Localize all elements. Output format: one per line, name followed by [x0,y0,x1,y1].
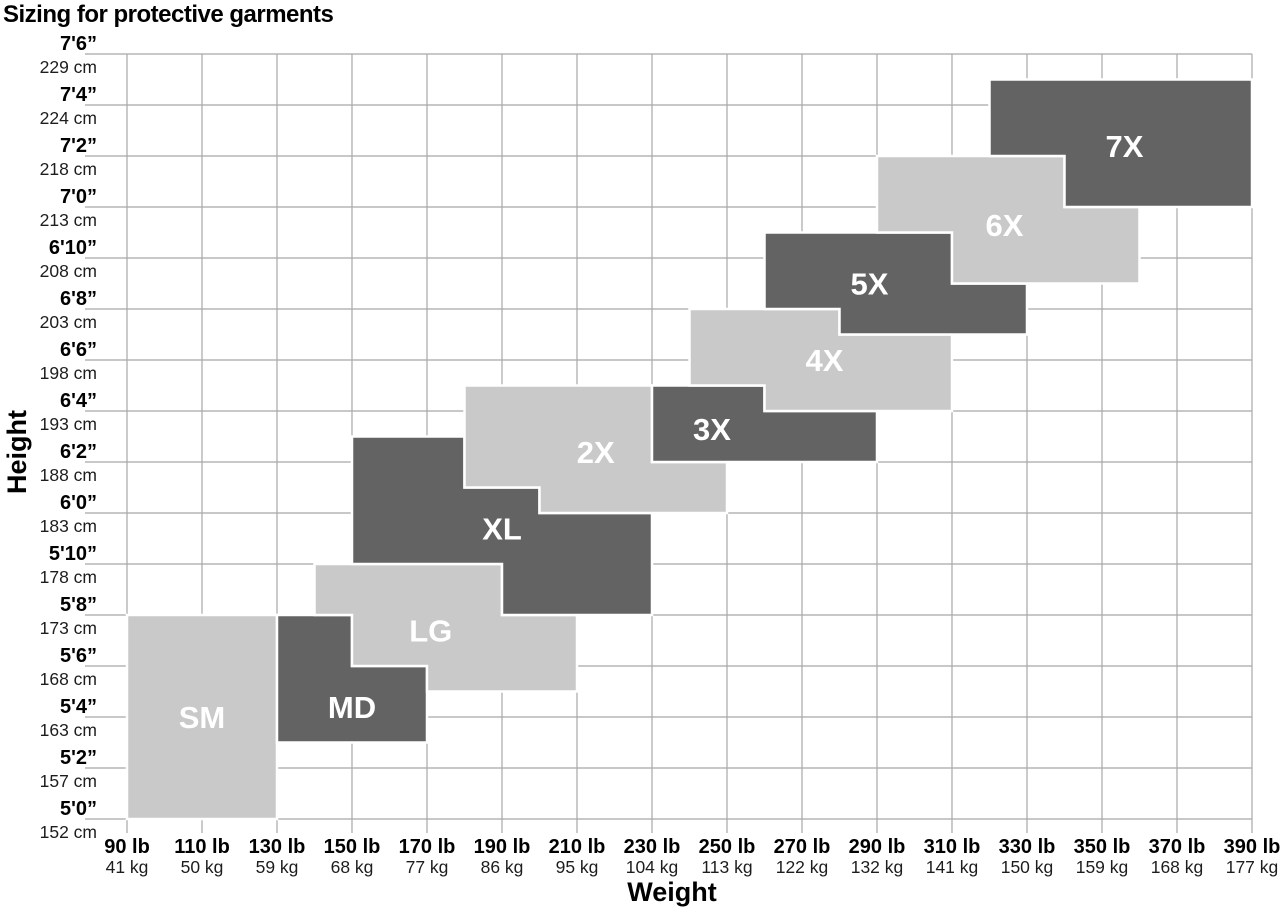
x-tick-lb-label: 110 lb [174,836,230,858]
y-tick-ft-label: 6'10” [49,237,97,259]
x-tick-lb-label: 370 lb [1149,836,1206,858]
y-tick-cm-label: 203 cm [40,312,97,332]
x-tick-kg-label: 86 kg [481,857,524,877]
y-tick-ft-label: 5'8” [60,594,97,616]
zone-label-7x: 7X [1106,129,1144,164]
y-tick-ft-label: 6'0” [60,492,97,514]
x-tick-kg-label: 122 kg [776,857,829,877]
x-tick-lb-label: 230 lb [624,836,681,858]
y-tick-cm-label: 224 cm [40,108,97,128]
y-tick-ft-label: 6'4” [60,390,97,412]
zone-label-5x: 5X [851,267,889,302]
x-tick-lb-label: 170 lb [399,836,456,858]
x-tick-lb-label: 90 lb [104,836,150,858]
zone-label-2x: 2X [577,435,615,470]
y-tick-ft-label: 6'2” [60,441,97,463]
y-tick-ft-label: 5'2” [60,747,97,769]
zone-label-sm: SM [179,700,226,735]
y-tick-ft-label: 5'6” [60,645,97,667]
size-zones: SM MD LG XL 2X 3X 4X 5X 6X 7X [125,78,1254,821]
x-tick-lb-label: 310 lb [924,836,981,858]
y-tick-ft-label: 5'0” [60,798,97,820]
y-tick-cm-label: 157 cm [40,771,97,791]
y-tick-cm-label: 178 cm [40,567,97,587]
x-tick-kg-label: 132 kg [851,857,904,877]
y-tick-cm-label: 152 cm [40,822,97,842]
y-tick-ft-label: 7'2” [60,135,97,157]
size-zone-sm [125,613,279,821]
x-tick-kg-label: 95 kg [556,857,599,877]
x-tick-lb-label: 290 lb [849,836,906,858]
y-axis-title: Height [2,410,32,494]
x-tick-lb-label: 190 lb [474,836,531,858]
y-tick-cm-label: 218 cm [40,159,97,179]
zone-label-3x: 3X [693,412,731,447]
zone-label-lg: LG [409,613,452,648]
y-tick-cm-label: 163 cm [40,720,97,740]
x-tick-lb-label: 390 lb [1224,836,1280,858]
x-tick-kg-label: 59 kg [256,857,299,877]
y-tick-ft-label: 6'6” [60,339,97,361]
y-tick-cm-label: 198 cm [40,363,97,383]
y-tick-cm-label: 168 cm [40,669,97,689]
x-tick-kg-label: 77 kg [406,857,449,877]
x-tick-lb-label: 350 lb [1074,836,1131,858]
x-tick-kg-label: 68 kg [331,857,374,877]
zone-label-md: MD [328,690,376,725]
y-tick-ft-label: 7'6” [60,33,97,55]
y-tick-cm-label: 183 cm [40,516,97,536]
y-tick-cm-label: 213 cm [40,210,97,230]
x-tick-kg-label: 150 kg [1001,857,1054,877]
y-tick-ft-label: 6'8” [60,288,97,310]
x-tick-kg-label: 159 kg [1076,857,1129,877]
y-tick-cm-label: 173 cm [40,618,97,638]
y-tick-ft-label: 7'4” [60,84,97,106]
x-tick-lb-label: 330 lb [999,836,1056,858]
y-tick-cm-label: 229 cm [40,57,97,77]
y-tick-ft-label: 5'10” [49,543,97,565]
y-tick-ft-label: 7'0” [60,186,97,208]
x-tick-kg-label: 141 kg [926,857,979,877]
x-tick-lb-label: 250 lb [699,836,756,858]
y-tick-cm-label: 193 cm [40,414,97,434]
x-axis-title: Weight [627,877,717,907]
zone-label-4x: 4X [806,343,844,378]
y-tick-cm-label: 188 cm [40,465,97,485]
x-tick-lb-label: 130 lb [249,836,306,858]
x-tick-lb-label: 150 lb [324,836,381,858]
x-tick-kg-label: 168 kg [1151,857,1204,877]
x-tick-kg-label: 104 kg [626,857,679,877]
x-tick-kg-label: 177 kg [1226,857,1279,877]
zone-label-xl: XL [482,511,522,546]
size-zone-7x [988,78,1254,209]
x-tick-lb-label: 210 lb [549,836,606,858]
zone-label-6x: 6X [986,208,1024,243]
x-tick-kg-label: 113 kg [701,857,752,877]
y-axis-labels: 5'0”152 cm 5'2”157 cm 5'4”163 cm 5'6”168 cm… [40,33,97,842]
x-tick-lb-label: 270 lb [774,836,831,858]
x-tick-kg-label: 50 kg [181,857,224,877]
x-tick-kg-label: 41 kg [106,857,149,877]
y-tick-ft-label: 5'4” [60,696,97,718]
chart-title: Sizing for protective garments [3,1,334,28]
y-tick-cm-label: 208 cm [40,261,97,281]
